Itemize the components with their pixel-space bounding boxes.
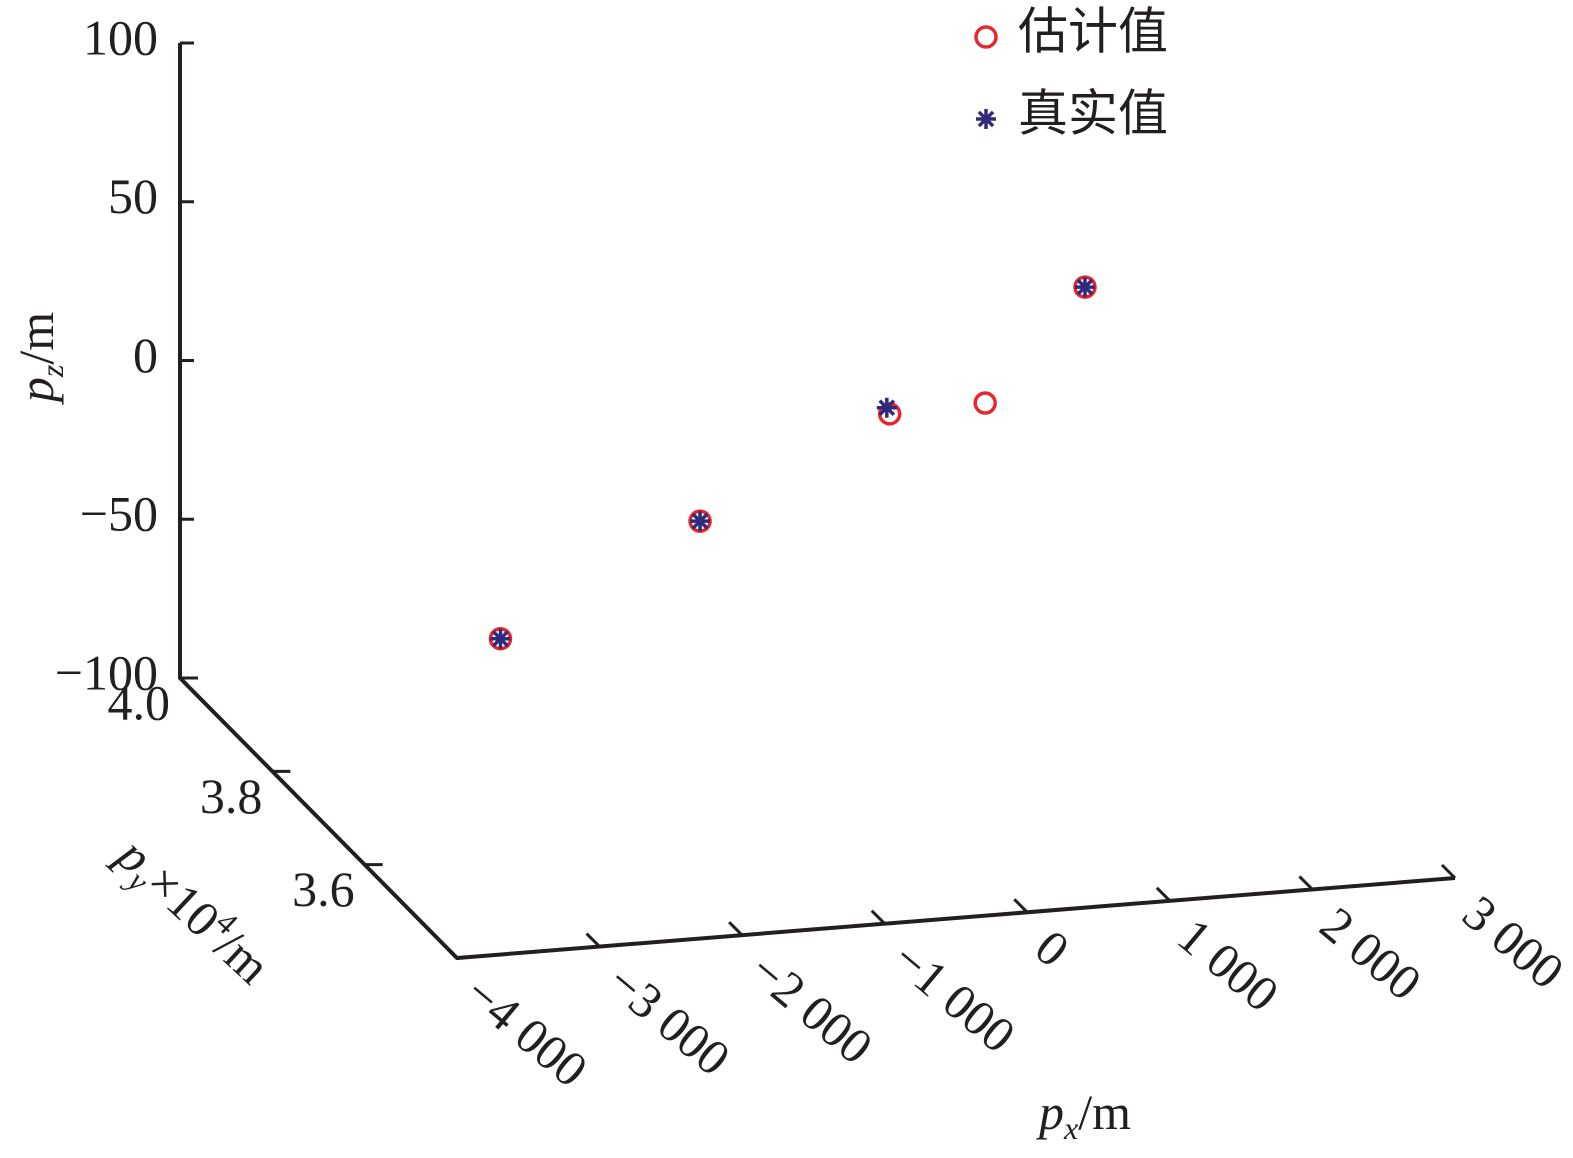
y-tick-label: 3.8 (200, 768, 263, 824)
marker-star-arm (691, 512, 709, 530)
z-axis-label-part: p (8, 377, 64, 405)
data-point (490, 628, 511, 649)
legend-marker (976, 109, 996, 129)
x-tick-label: 1 000 (1167, 907, 1289, 1022)
x-axis-label-part: x (1063, 1110, 1078, 1146)
data-point (690, 511, 711, 532)
z-axis-label-part: z (34, 364, 70, 378)
x-tick-label: 0 (1025, 919, 1080, 978)
x-axis-label-part: /m (1078, 1084, 1131, 1140)
x-tick-label: −4 000 (455, 964, 599, 1097)
z-tick-label: −50 (80, 486, 158, 542)
y-axis-label: py×104/m (100, 822, 283, 999)
axes (178, 43, 1456, 961)
x-tick (1440, 863, 1457, 880)
x-tick (1013, 898, 1029, 914)
x-tick-label: −1 000 (882, 930, 1026, 1063)
x-tick (585, 932, 601, 948)
z-axis-label: pz/m (8, 312, 70, 405)
x-axis-label-part: p (1036, 1084, 1064, 1140)
marker-star-arm (492, 630, 509, 648)
legend-marker (974, 25, 998, 49)
data-point (876, 397, 897, 418)
legend-label: 估计值 (1018, 3, 1168, 59)
marker-star-arm (878, 399, 896, 417)
y-tick-label: 3.6 (292, 861, 355, 917)
z-tick-label: 50 (108, 168, 158, 224)
x-tick (1298, 875, 1314, 891)
x-tick-label: −3 000 (597, 953, 741, 1086)
x-tick-label: −2 000 (740, 941, 884, 1074)
marker-circle (974, 25, 998, 49)
x-axis-label: px/m (1036, 1084, 1131, 1146)
x-tick-label: 2 000 (1310, 896, 1432, 1011)
x-tick (442, 943, 459, 960)
data-point (973, 391, 997, 415)
z-axis-label-part: /m (8, 312, 64, 365)
x-tick-label: 3 000 (1453, 884, 1573, 999)
y-tick-label: 4.0 (108, 674, 171, 730)
z-tick-label: −100 (55, 644, 158, 700)
marker-star-arm (977, 110, 995, 128)
z-tick-label: 0 (133, 327, 158, 383)
marker-circle (973, 391, 997, 415)
legend-label: 真实值 (1018, 85, 1168, 141)
z-tick-label: 100 (83, 9, 158, 65)
data-point (1074, 277, 1095, 298)
x-tick (870, 909, 886, 925)
x-tick (728, 921, 744, 937)
x-tick (1155, 886, 1171, 902)
marker-star-arm (1076, 278, 1094, 296)
